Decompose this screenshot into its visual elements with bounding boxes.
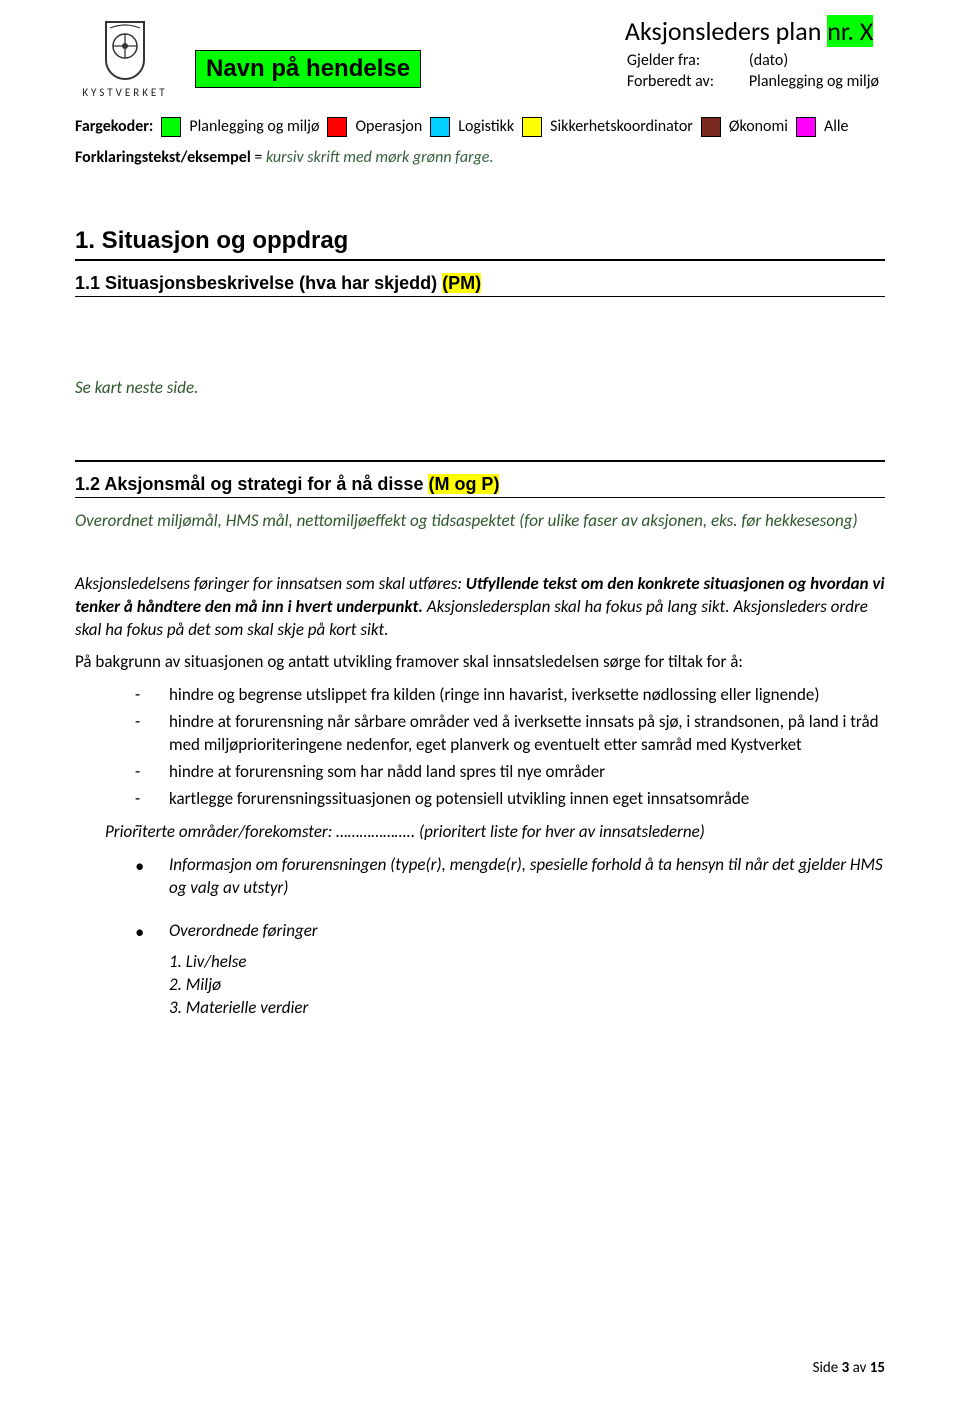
legend-label: Fargekoder: [75, 113, 153, 142]
legend-item-0: Planlegging og miljø [189, 113, 319, 142]
sub2-p1: Overordnet miljømål, HMS mål, nettomiljø… [75, 510, 885, 533]
footer-side: Side [813, 1359, 842, 1377]
page-footer: Side 3 av 15 [813, 1359, 885, 1377]
valid-from-label: Gjelder fra: [627, 51, 747, 70]
section-1-heading: 1. Situasjon og oppdrag [75, 227, 885, 255]
dash-item: hindre at forurensning når sårbare områd… [135, 711, 885, 757]
legend-item-1: Operasjon [355, 113, 422, 142]
prepared-by-value: Planlegging og miljø [749, 72, 883, 91]
plan-number: nr. X [827, 15, 873, 47]
explain-prefix: Forklaringstekst/eksempel [75, 148, 251, 167]
sub1-prefix: 1.1 Situasjonsbeskrivelse (hva har skjed… [75, 273, 442, 293]
sub2-p3: På bakgrunn av situasjonen og antatt utv… [75, 651, 885, 674]
swatch-3 [522, 117, 542, 137]
dash-list: hindre og begrense utslippet fra kilden … [75, 684, 885, 811]
explain-eq: = [251, 148, 266, 167]
sub2-p2: Aksjonsledelsens føringer for innsatsen … [75, 573, 885, 642]
sub1-hl: (PM) [442, 273, 481, 293]
swatch-4 [701, 117, 721, 137]
logo-block: KYSTVERKET [75, 20, 175, 99]
bullet-list-2: Overordnede føringer [75, 920, 885, 943]
rule-thin-2 [75, 497, 885, 498]
p2a: Aksjonsledelsens føringer for innsatsen … [75, 573, 466, 594]
legend-item-5: Alle [824, 113, 849, 142]
num-item: 2. Miljø [169, 974, 885, 997]
document-page: KYSTVERKET Navn på hendelse Aksjonsleder… [0, 0, 960, 1407]
swatch-2 [430, 117, 450, 137]
plan-prefix: Aksjonsleders plan [625, 15, 827, 47]
overall-heading: Overordnede føringer [135, 920, 885, 943]
meta-row-prepared-by: Forberedt av: Planlegging og miljø [627, 72, 883, 91]
rule-thin-1 [75, 296, 885, 297]
org-name: KYSTVERKET [75, 86, 175, 99]
dash-item: hindre at forurensning som har nådd land… [135, 761, 885, 784]
legend-item-4: Økonomi [729, 113, 788, 142]
subsection-1-1: 1.1 Situasjonsbeskrivelse (hva har skjed… [75, 273, 885, 294]
legend-item-3: Sikkerhetskoordinator [550, 113, 693, 142]
swatch-0 [161, 117, 181, 137]
header-row: KYSTVERKET Navn på hendelse Aksjonsleder… [75, 20, 885, 99]
sub2-hl: (M og P) [428, 474, 499, 494]
dash-item: kartlegge forurensningssituasjonen og po… [135, 788, 885, 811]
legend-item-2: Logistikk [458, 113, 514, 142]
sub2-prefix: 1.2 Aksjonsmål og strategi for å nå diss… [75, 474, 428, 494]
right-header: Aksjonsleders plan nr. X Gjelder fra: (d… [625, 15, 885, 93]
rule-thick-2 [75, 460, 885, 462]
plan-title: Aksjonsleders plan nr. X [625, 15, 885, 47]
meta-table: Gjelder fra: (dato) Forberedt av: Planle… [625, 49, 885, 93]
prepared-by-label: Forberedt av: [627, 72, 747, 91]
title-wrap: Navn på hendelse [195, 20, 421, 88]
dash-item: hindre og begrense utslippet fra kilden … [135, 684, 885, 707]
num-item: 3. Materielle verdier [169, 997, 885, 1020]
numbered-list: 1. Liv/helse 2. Miljø 3. Materielle verd… [75, 951, 885, 1020]
sub1-note: Se kart neste side. [75, 377, 885, 400]
valid-from-value: (dato) [749, 51, 883, 70]
rule-thick-1 [75, 259, 885, 261]
subsection-1-2: 1.2 Aksjonsmål og strategi for å nå diss… [75, 474, 885, 495]
footer-total: 15 [870, 1359, 885, 1377]
legend-row: Fargekoder: Planlegging og miljø Operasj… [75, 113, 885, 142]
swatch-1 [327, 117, 347, 137]
explain-text: kursiv skrift med mørk grønn farge. [266, 148, 494, 167]
bullet-list-1: Informasjon om forurensningen (type(r), … [75, 854, 885, 900]
explain-row: Forklaringstekst/eksempel = kursiv skrif… [75, 148, 885, 167]
footer-av: av [849, 1359, 870, 1377]
priority-line: Prioriterte områder/forekomster: ……………….… [75, 821, 885, 844]
swatch-5 [796, 117, 816, 137]
meta-row-valid-from: Gjelder fra: (dato) [627, 51, 883, 70]
event-title: Navn på hendelse [195, 50, 421, 88]
bullet-item: Informasjon om forurensningen (type(r), … [135, 854, 885, 900]
kystverket-logo-icon [102, 20, 148, 80]
num-item: 1. Liv/helse [169, 951, 885, 974]
